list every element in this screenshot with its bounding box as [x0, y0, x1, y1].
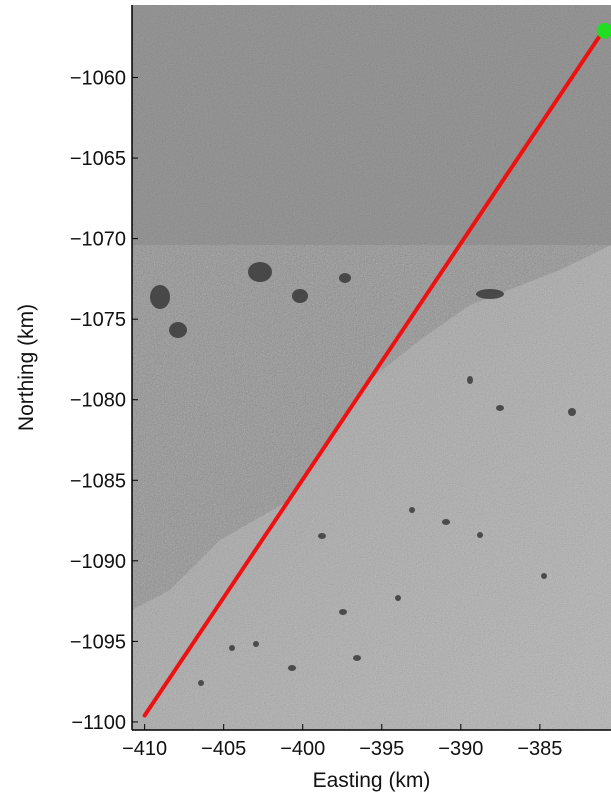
- y-tick-label: −1080: [70, 390, 126, 412]
- ice-sheet-region: [132, 245, 611, 730]
- lake-patches: [150, 262, 576, 686]
- y-tick-label: −1085: [70, 470, 126, 492]
- x-tick-label: −390: [438, 738, 483, 760]
- plot-area: [132, 5, 611, 730]
- y-axis-label: Northing (km): [15, 304, 38, 431]
- y-tick-label: −1095: [70, 631, 126, 653]
- x-tick-label: −405: [201, 738, 246, 760]
- chart-marks: [142, 22, 611, 718]
- y-tick-label: −1090: [70, 551, 126, 573]
- y-tick-label: −1100: [71, 712, 126, 734]
- x-tick-label: −395: [359, 738, 404, 760]
- y-tick-label: −1065: [70, 148, 126, 170]
- transect-line: [142, 33, 602, 718]
- y-tick-label: −1070: [70, 229, 126, 251]
- x-tick-label: −385: [517, 738, 562, 760]
- axes: −410 −405 −400 −395 −390 −385 −1060 −1065 −1070 −…: [15, 5, 611, 792]
- y-tick-label: −1060: [70, 68, 126, 90]
- start-point-marker: [596, 22, 611, 39]
- x-tick-label: −400: [280, 738, 325, 760]
- x-tick-label: −410: [122, 738, 167, 760]
- y-tick-label: −1075: [70, 309, 126, 331]
- x-axis-label: Easting (km): [313, 769, 431, 792]
